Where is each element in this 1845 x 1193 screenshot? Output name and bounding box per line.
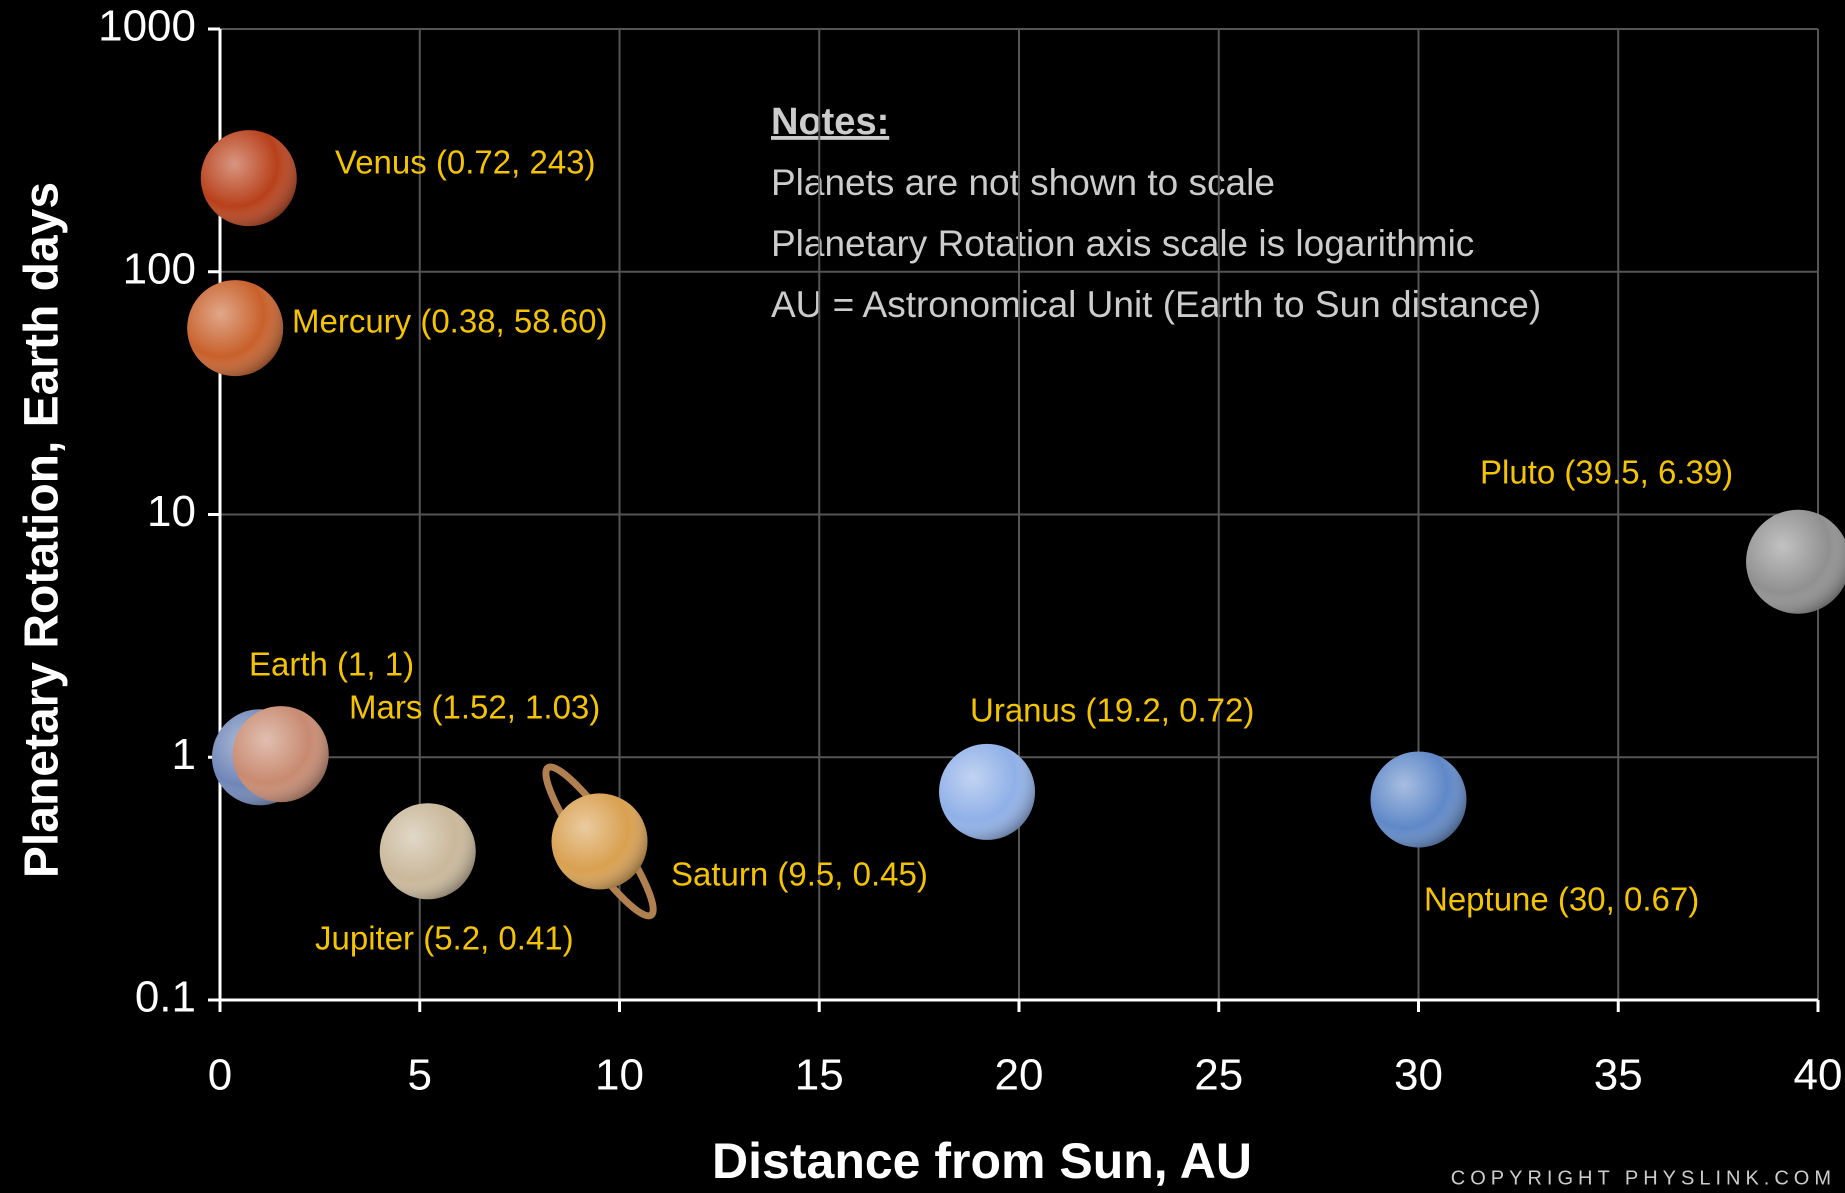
point-label: Saturn (9.5, 0.45) <box>671 856 928 893</box>
x-tick-label: 30 <box>1394 1051 1443 1100</box>
y-axis-title: Planetary Rotation, Earth days <box>16 182 69 878</box>
x-tick-label: 25 <box>1194 1051 1243 1100</box>
point-label: Neptune (30, 0.67) <box>1424 881 1699 918</box>
point-label: Mars (1.52, 1.03) <box>349 689 600 726</box>
point-label: Earth (1, 1) <box>249 646 414 683</box>
note: AU = Astronomical Unit (Earth to Sun dis… <box>771 284 1541 325</box>
planet-shade <box>379 803 476 900</box>
planet-shade <box>939 743 1036 840</box>
note: Planets are not shown to scale <box>771 162 1275 203</box>
point-label: Jupiter (5.2, 0.41) <box>315 920 574 957</box>
x-tick-label: 5 <box>408 1051 432 1100</box>
point-label: Pluto (39.5, 6.39) <box>1480 454 1733 491</box>
x-tick-label: 0 <box>208 1051 232 1100</box>
notes-title: Notes: <box>771 101 889 143</box>
point-label: Mercury (0.38, 58.60) <box>292 303 607 340</box>
x-tick-label: 10 <box>595 1051 644 1100</box>
y-tick-label: 0.1 <box>135 973 196 1022</box>
planet-shade <box>1370 751 1467 848</box>
point-label: Venus (0.72, 243) <box>335 144 596 181</box>
x-tick-label: 20 <box>995 1051 1044 1100</box>
note: Planetary Rotation axis scale is logarit… <box>771 223 1474 264</box>
y-tick-label: 1 <box>172 730 196 779</box>
copyright: COPYRIGHT PHYSLINK.COM <box>1451 1167 1836 1189</box>
x-tick-label: 35 <box>1594 1051 1643 1100</box>
y-tick-label: 10 <box>147 487 196 536</box>
y-tick-label: 100 <box>123 244 196 293</box>
planet-shade <box>551 793 648 890</box>
point-label: Uranus (19.2, 0.72) <box>970 692 1254 729</box>
x-axis-title: Distance from Sun, AU <box>712 1133 1252 1189</box>
x-tick-label: 15 <box>795 1051 844 1100</box>
planet-shade <box>187 280 284 377</box>
planet-shade <box>1746 509 1845 614</box>
planet-shade <box>232 706 329 803</box>
x-tick-label: 40 <box>1794 1051 1843 1100</box>
planet-shade <box>200 130 297 227</box>
y-tick-label: 1000 <box>98 2 196 51</box>
